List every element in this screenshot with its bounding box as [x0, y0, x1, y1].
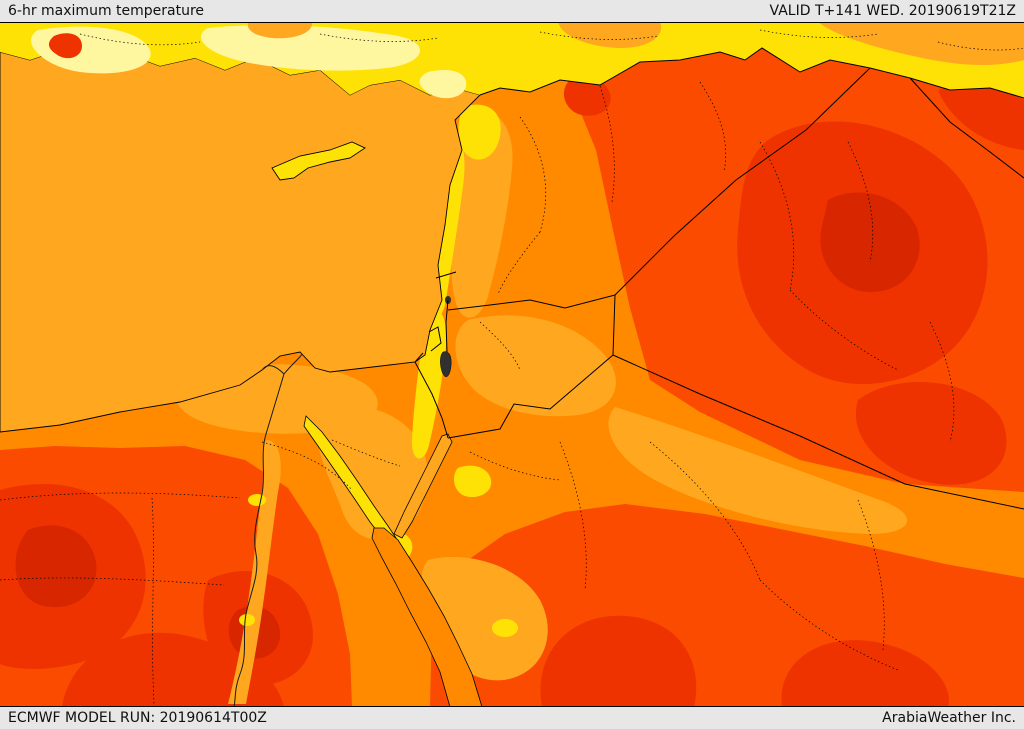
- dead-sea: [440, 351, 452, 377]
- jordan-river-line: [445, 299, 449, 353]
- red-core-northeast-corner: [938, 85, 1024, 150]
- patch-saudi-coast-spot: [492, 619, 518, 637]
- iraq-saudi-border-diagonal: [612, 354, 1024, 510]
- patch-south-of-border-diagonal: [608, 407, 908, 534]
- orange-patch-turkey-top-west: [247, 22, 313, 39]
- syria-jordan-border: [447, 294, 616, 311]
- pale-yellow-patch-center: [200, 25, 421, 71]
- map-frame-top: [0, 22, 1024, 23]
- admin-boundary: [0, 577, 225, 586]
- patch-nile-spot-north: [248, 494, 266, 506]
- admin-boundary: [497, 116, 547, 295]
- pale-yellow-patch-coast: [419, 69, 467, 99]
- turkey-band-patches: [31, 22, 1024, 99]
- gaza-line: [414, 352, 424, 363]
- admin-boundary: [79, 29, 1024, 51]
- map-frame-bottom: [0, 706, 1024, 707]
- dark-red-center-egypt: [15, 525, 97, 608]
- hot-cores-red: [0, 75, 1024, 707]
- admin-boundary: [151, 497, 155, 705]
- red-spot-north-syria: [563, 75, 611, 116]
- footer-bar: ECMWF MODEL RUN: 20190614T00Z ArabiaWeat…: [0, 707, 1024, 729]
- patch-west-syria: [451, 109, 513, 318]
- admin-boundary: [261, 441, 353, 491]
- red-sea-waters: [303, 415, 483, 707]
- country-borders: [414, 47, 1024, 510]
- red-core-southeast-iraq: [855, 381, 1007, 485]
- admin-boundary: [469, 451, 561, 481]
- map-area: [0, 22, 1024, 707]
- red-core-south-center: [540, 615, 697, 707]
- jordan-saudi-border: [447, 354, 614, 439]
- egypt-israel-border: [414, 361, 449, 439]
- syria-iraq-border: [614, 67, 871, 296]
- patch-northwest-saudi: [453, 465, 492, 498]
- attribution-label: ArabiaWeather Inc.: [882, 710, 1016, 726]
- model-run-label: ECMWF MODEL RUN: 20190614T00Z: [8, 710, 267, 726]
- admin-boundary: [0, 492, 241, 501]
- nile-river: [233, 353, 303, 707]
- patch-nile-corridor: [228, 440, 281, 704]
- lebanon-israel-border: [435, 271, 457, 279]
- red-sea: [371, 527, 483, 707]
- patch-jordan-valley-highlands: [411, 309, 447, 459]
- patch-nile-spot-south: [239, 614, 255, 626]
- cyprus-island: [271, 141, 366, 181]
- patch-sinai: [316, 406, 428, 540]
- admin-boundary: [599, 85, 615, 203]
- jordan-iraq-border: [612, 294, 616, 356]
- admin-boundaries-dotted: [0, 29, 1024, 705]
- patch-hatay: [458, 104, 501, 160]
- red-core-south-right: [781, 640, 949, 707]
- red-spot-turkey-northwest: [48, 33, 82, 59]
- valid-time-label: VALID T+141 WED. 20190619T21Z: [769, 3, 1016, 19]
- orange-patch-turkey-top-center: [558, 22, 662, 48]
- orange-patch-turkey-northeast: [818, 22, 1024, 66]
- map-title: 6-hr maximum temperature: [8, 3, 205, 19]
- dark-red-center-iraq: [820, 192, 920, 293]
- patch-jordan-plateau: [455, 315, 616, 417]
- iraq-iran-border: [909, 77, 1024, 179]
- admin-boundary: [559, 441, 899, 671]
- admin-boundary: [759, 141, 899, 371]
- turkey-syria-iraq-border: [479, 47, 1024, 99]
- weather-map: [0, 22, 1024, 707]
- gulf-of-aqaba: [393, 433, 453, 539]
- west-bank-outline: [428, 326, 442, 352]
- warm-patches-light-orange: [176, 109, 908, 704]
- header-bar: 6-hr maximum temperature VALID T+141 WED…: [0, 0, 1024, 22]
